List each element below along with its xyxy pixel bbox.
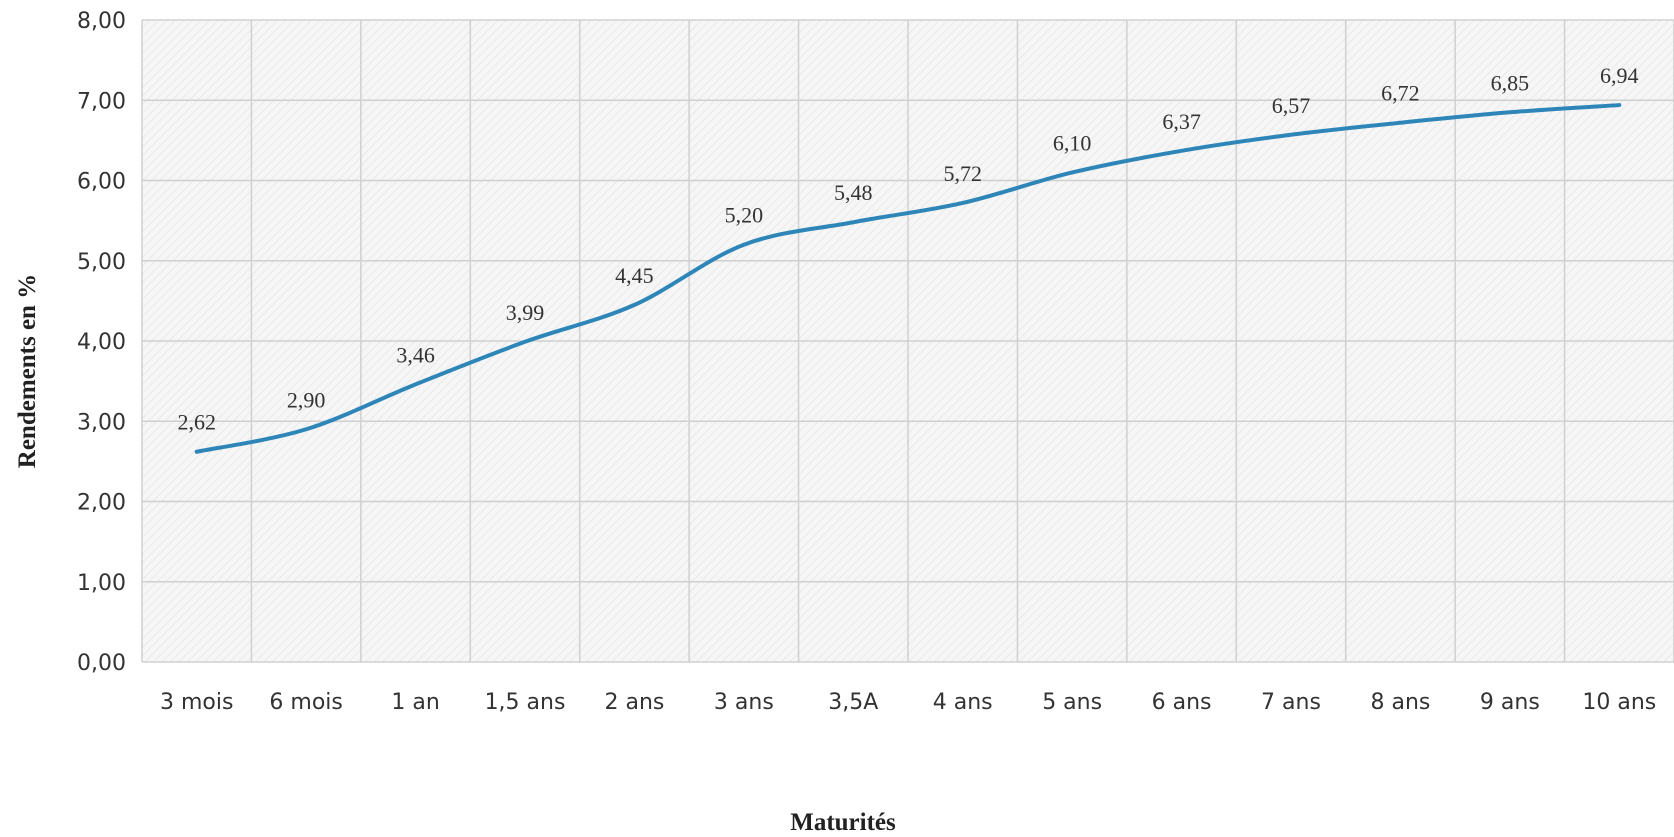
data-label: 5,20	[725, 203, 764, 228]
x-tick-label: 7 ans	[1261, 690, 1321, 715]
y-axis-title: Rendements en %	[14, 274, 41, 468]
y-axis-ticks: 0,00 1,00 2,00 3,00 4,00 5,00 6,00 7,00 8,00	[77, 9, 126, 676]
y-tick-label: 1,00	[77, 571, 126, 596]
x-tick-label: 3 mois	[160, 690, 233, 715]
y-tick-label: 0,00	[77, 651, 126, 676]
series-line	[194, 103, 1622, 454]
x-axis-title: Maturités	[790, 809, 896, 836]
y-tick-label: 3,00	[77, 410, 126, 435]
data-label: 2,90	[287, 387, 326, 412]
x-tick-label: 6 ans	[1152, 690, 1212, 715]
data-label: 5,48	[834, 180, 873, 205]
y-tick-label: 6,00	[77, 170, 126, 195]
data-label: 6,10	[1053, 130, 1092, 155]
data-labels: 2,62 2,90 3,46 3,99 4,45 5,20 5,48 5,72 6,10 6,37…	[177, 63, 1638, 435]
data-label: 4,45	[615, 263, 654, 288]
x-tick-label: 1,5 ans	[485, 690, 566, 715]
data-label: 6,85	[1491, 70, 1530, 95]
y-tick-label: 8,00	[77, 9, 126, 34]
data-label: 3,99	[506, 300, 545, 325]
x-axis-ticks: 3 mois 6 mois 1 an 1,5 ans 2 ans 3 ans 3,5A 4 a…	[160, 690, 1656, 715]
y-tick-label: 2,00	[77, 491, 126, 516]
data-label: 6,94	[1600, 63, 1639, 88]
data-label: 6,37	[1162, 109, 1201, 134]
x-tick-label: 9 ans	[1480, 690, 1540, 715]
x-tick-label: 8 ans	[1370, 690, 1430, 715]
data-label: 5,72	[943, 161, 982, 186]
grid	[141, 19, 1674, 663]
y-tick-label: 7,00	[77, 89, 126, 114]
data-label: 3,46	[396, 342, 435, 367]
data-label: 6,72	[1381, 81, 1420, 106]
x-tick-label: 3,5A	[828, 690, 878, 715]
x-tick-label: 4 ans	[933, 690, 993, 715]
x-tick-label: 5 ans	[1042, 690, 1102, 715]
x-tick-label: 3 ans	[714, 690, 774, 715]
x-tick-label: 1 an	[391, 690, 439, 715]
series	[194, 103, 1622, 454]
data-label: 6,57	[1272, 93, 1311, 118]
x-tick-label: 6 mois	[269, 690, 342, 715]
data-label: 2,62	[177, 410, 216, 435]
y-tick-label: 5,00	[77, 250, 126, 275]
x-tick-label: 2 ans	[604, 690, 664, 715]
y-tick-label: 4,00	[77, 330, 126, 355]
x-tick-label: 10 ans	[1582, 690, 1656, 715]
